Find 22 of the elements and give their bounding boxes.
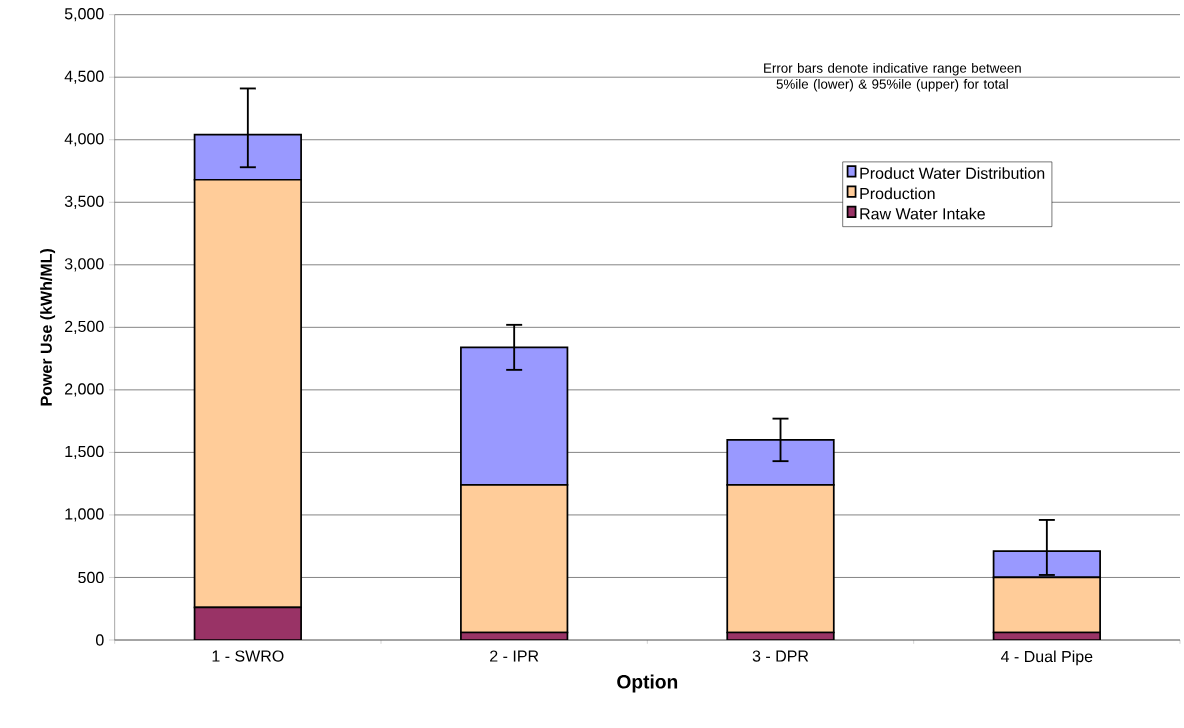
y-tick-label: 2,500 [65,320,104,334]
y-tick-label: 3,000 [64,258,104,272]
x-tick-label: 4 - Dual Pipe [1000,650,1093,666]
x-tick-label: 1 - SWRO [212,650,284,662]
y-tick-label: 1,000 [65,508,104,522]
x-tick-label: 2 - IPR [490,650,539,662]
y-tick-label: 5,000 [64,8,104,22]
y-tick-label: 1,500 [65,445,104,460]
annotation: Error bars denote indicative range between 5%ile (lower) & 95%ile (upper) for total [764,62,1021,92]
x-axis-title: Option [617,674,678,693]
legend-label: Raw Water Intake [860,207,985,220]
y-tick-label: 0 [95,634,104,646]
bar [193,606,302,640]
legend-label: Production [860,187,935,200]
y-tick-label: 3,500 [64,195,104,209]
y-tick-label: 4,500 [64,70,104,84]
x-tick-label: 3 - DPR [752,650,809,662]
legend-label: Product Water Distribution [860,167,1045,179]
y-axis-title: Power Use (kWh/ML) [40,249,56,406]
y-tick-label: 2,000 [65,383,104,397]
y-tick-label: 4,000 [64,133,104,147]
y-tick-label: 500 [78,571,104,584]
